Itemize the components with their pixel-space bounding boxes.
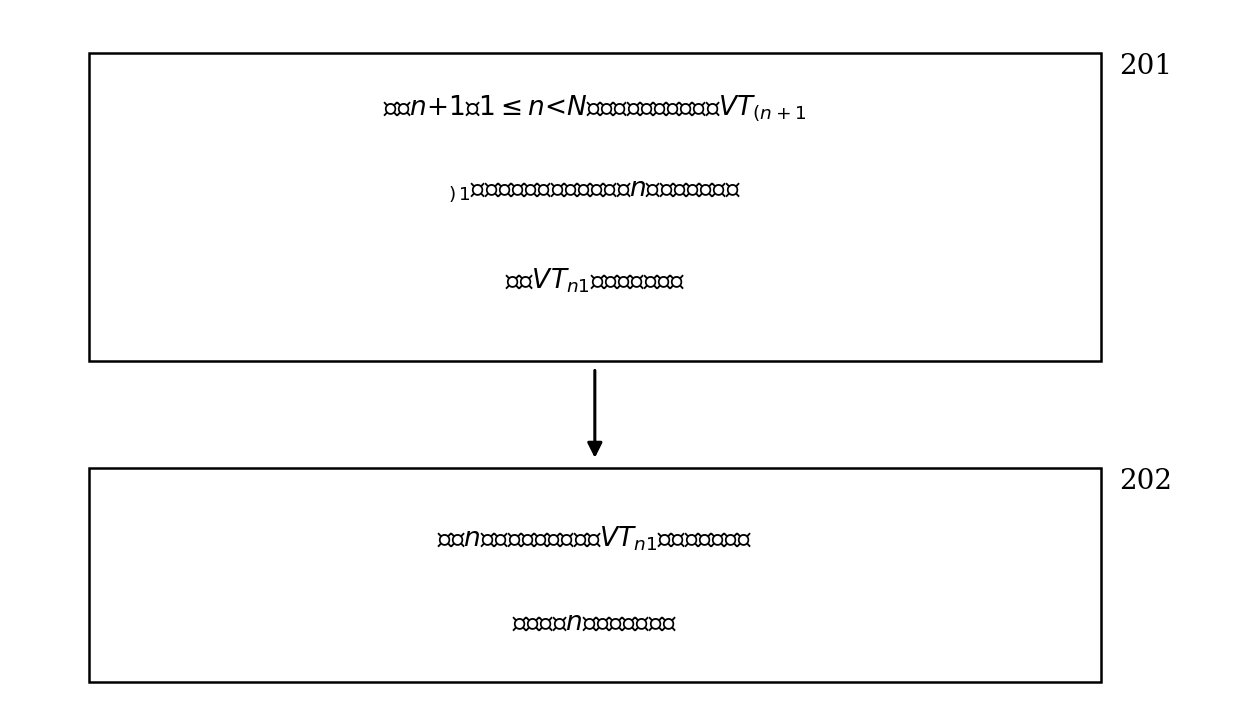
Text: 管（$VT_{n1}$）施加开通信号: 管（$VT_{n1}$）施加开通信号 <box>504 266 685 295</box>
FancyBboxPatch shape <box>89 53 1100 360</box>
Text: 向第$n$+1（1$\leq$$n$<$N$）个子模块的晶闸管（$VT_{(n+1}$: 向第$n$+1（1$\leq$$n$<$N$）个子模块的晶闸管（$VT_{(n+… <box>383 94 807 123</box>
Text: 202: 202 <box>1119 468 1172 495</box>
Text: 向第$n$个子模块的晶闸管（$VT_{n1}$）施加关断信号: 向第$n$个子模块的晶闸管（$VT_{n1}$）施加关断信号 <box>437 524 752 553</box>
Text: 201: 201 <box>1119 53 1172 80</box>
Text: $_{)\,1}$）施加开通信号，同时向第$n$个子模块的晶闸: $_{)\,1}$）施加开通信号，同时向第$n$个子模块的晶闸 <box>449 178 741 204</box>
Text: ，完成第$n$个子模块的切除: ，完成第$n$个子模块的切除 <box>513 609 678 635</box>
FancyBboxPatch shape <box>89 468 1100 683</box>
